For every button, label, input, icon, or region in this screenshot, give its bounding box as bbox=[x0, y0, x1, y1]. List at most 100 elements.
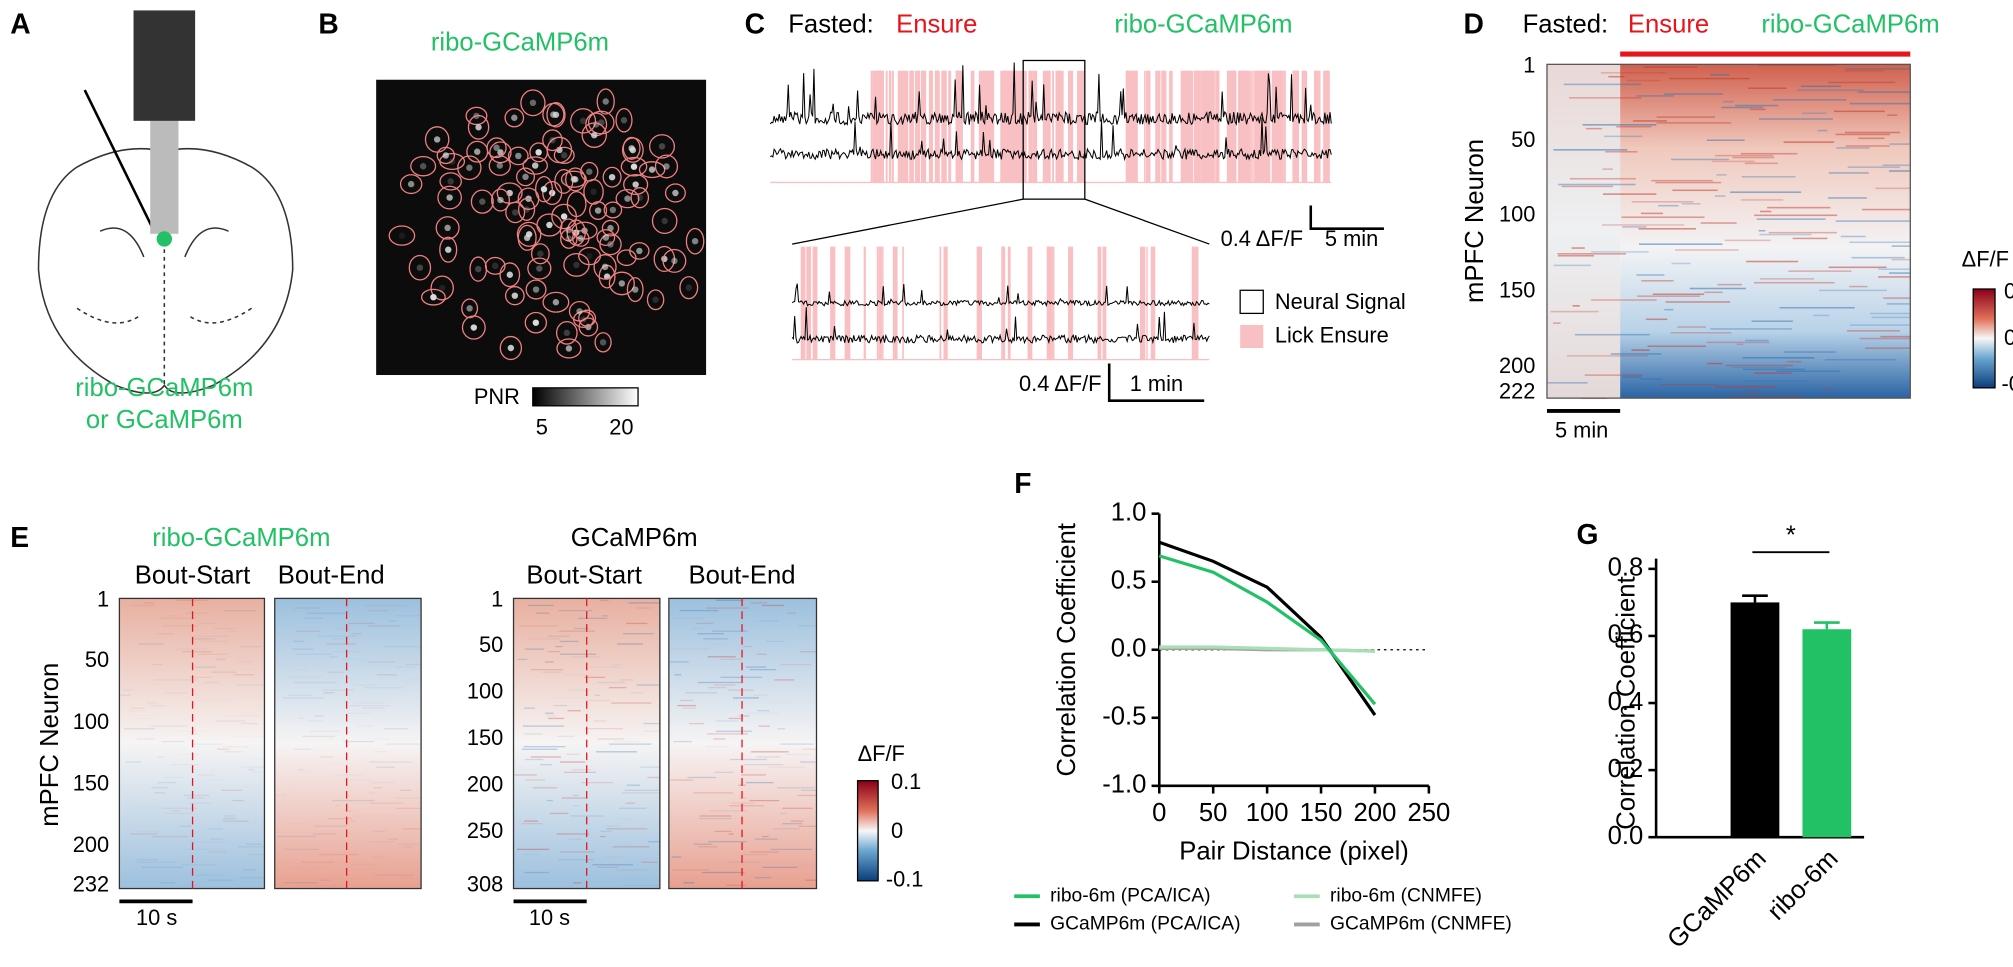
stripe bbox=[1655, 181, 1722, 184]
y-tick-label: 0.8 bbox=[1608, 554, 1644, 582]
stripe bbox=[132, 718, 156, 719]
roi bbox=[499, 335, 523, 361]
stripe bbox=[1700, 222, 1737, 224]
stripe bbox=[1754, 214, 1838, 217]
legend-swatch bbox=[1240, 324, 1264, 349]
stripe bbox=[326, 764, 341, 765]
lick-shade bbox=[961, 70, 963, 183]
title: ribo-GCaMP6m bbox=[1114, 11, 1292, 39]
stripe bbox=[157, 785, 192, 786]
legend-label: GCaMP6m (PCA/ICA) bbox=[1050, 914, 1240, 935]
stripe bbox=[562, 797, 587, 799]
lick-shade bbox=[1191, 246, 1197, 360]
stripe bbox=[1783, 351, 1836, 353]
y-label: mPFC Neuron bbox=[1461, 139, 1489, 303]
stripe bbox=[698, 846, 718, 848]
stripe bbox=[1845, 68, 1911, 70]
cell bbox=[565, 235, 573, 242]
roi bbox=[638, 161, 666, 179]
group-title: GCaMP6m bbox=[571, 524, 698, 552]
lick-shade bbox=[1182, 70, 1186, 183]
stripe bbox=[356, 684, 377, 686]
cell bbox=[523, 234, 531, 242]
cell bbox=[685, 284, 693, 291]
lick-shade bbox=[1146, 246, 1148, 360]
stripe bbox=[714, 830, 732, 833]
stripe bbox=[1704, 291, 1723, 294]
title: ribo-GCaMP6m bbox=[1761, 11, 1939, 39]
stripe bbox=[1665, 301, 1731, 303]
roi bbox=[439, 172, 462, 191]
roi bbox=[484, 256, 506, 275]
y-label: Correlation Coefficient bbox=[1613, 576, 1641, 829]
lick-shade bbox=[1157, 70, 1161, 183]
stripe bbox=[354, 815, 394, 816]
stripe bbox=[277, 835, 316, 838]
stripe bbox=[568, 838, 583, 840]
stripe bbox=[1640, 378, 1663, 380]
stripe bbox=[688, 722, 705, 725]
cell bbox=[535, 149, 542, 156]
stripe bbox=[805, 879, 817, 881]
stripe bbox=[693, 792, 734, 794]
roi bbox=[436, 146, 456, 165]
stripe bbox=[314, 715, 325, 717]
stripe bbox=[203, 856, 224, 857]
stripe bbox=[602, 856, 624, 858]
stripe bbox=[782, 807, 813, 809]
stripe bbox=[1600, 72, 1667, 74]
stripe bbox=[1631, 201, 1694, 203]
stripe bbox=[728, 861, 760, 863]
heatmap-rows bbox=[1547, 64, 1911, 400]
cell bbox=[433, 136, 441, 143]
stripe bbox=[169, 872, 200, 873]
roi bbox=[516, 167, 535, 187]
stripe bbox=[1889, 272, 1911, 274]
cell bbox=[529, 99, 537, 107]
stripe bbox=[545, 712, 554, 714]
stripe bbox=[750, 851, 780, 853]
stripe bbox=[1802, 112, 1827, 115]
x-tick-label: 150 bbox=[1300, 799, 1343, 827]
stripe bbox=[224, 715, 261, 717]
y-tick-label: 150 bbox=[1499, 277, 1535, 302]
stripe bbox=[323, 692, 335, 694]
stripe bbox=[275, 794, 287, 797]
stripe bbox=[237, 697, 265, 698]
stripe bbox=[757, 710, 770, 712]
stripe bbox=[1637, 295, 1701, 297]
heatmap-frame bbox=[1546, 63, 1911, 399]
y-tick-label: 1 bbox=[1523, 53, 1535, 78]
stripe bbox=[707, 656, 736, 658]
stripe bbox=[193, 635, 231, 637]
stripe bbox=[566, 753, 581, 756]
stripe bbox=[670, 779, 694, 781]
stripe bbox=[349, 704, 391, 707]
cell bbox=[671, 257, 678, 265]
cell bbox=[630, 163, 638, 170]
stripe bbox=[1608, 75, 1625, 78]
stripe bbox=[196, 874, 225, 876]
stripe bbox=[125, 761, 142, 763]
stripe bbox=[362, 707, 385, 709]
stripe bbox=[331, 638, 350, 640]
stripe bbox=[1827, 197, 1867, 199]
cell bbox=[540, 185, 548, 193]
colorbar bbox=[1972, 288, 1996, 389]
stripe bbox=[401, 679, 421, 680]
stripe bbox=[756, 756, 781, 758]
trace bbox=[769, 62, 1332, 126]
roi bbox=[420, 288, 446, 306]
stripe bbox=[696, 622, 714, 625]
cell bbox=[602, 234, 610, 241]
stripe bbox=[277, 813, 293, 814]
stripe bbox=[160, 807, 197, 809]
stripe bbox=[1849, 324, 1911, 326]
roi bbox=[608, 271, 635, 296]
lick-shade bbox=[1000, 70, 1005, 183]
stripe bbox=[703, 638, 729, 640]
stripe bbox=[790, 820, 804, 822]
stripe bbox=[747, 713, 779, 714]
stripe bbox=[1572, 305, 1580, 307]
stripe bbox=[186, 797, 205, 799]
